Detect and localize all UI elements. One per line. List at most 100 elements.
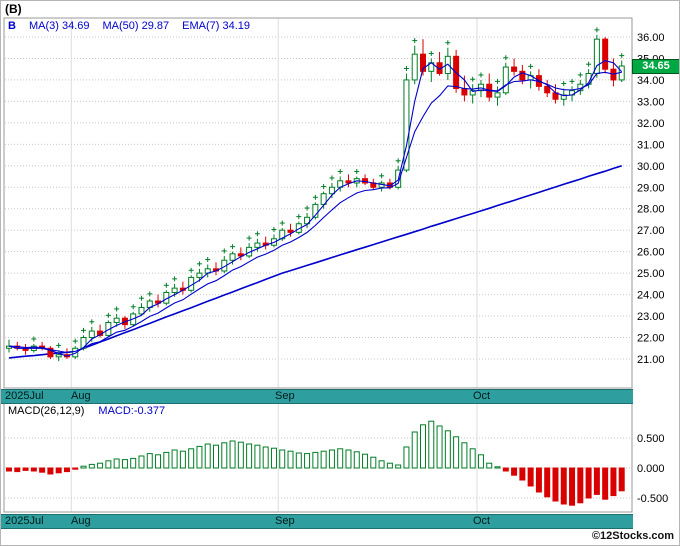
macd-bar-positive [246, 443, 253, 469]
macd-bar-negative [610, 467, 617, 497]
macd-bar-negative [519, 467, 526, 481]
macd-bar-positive [353, 451, 360, 469]
macd-bar-positive [204, 443, 211, 469]
macd-bar-negative [560, 467, 567, 505]
price-x-axis-band: 2025Jul Aug Sep Oct [1, 389, 633, 404]
macd-bar-positive [453, 436, 460, 469]
price-legend: B MA(3) 34.69 MA(50) 29.87 EMA(7) 34.19 [8, 20, 250, 32]
candle-body [279, 229, 286, 240]
macd-bar-positive [105, 460, 112, 469]
macd-tick-label: 0.000 [637, 463, 665, 475]
price-tick-label: 31.00 [637, 139, 665, 151]
candle-body [544, 85, 551, 94]
macd-bar-positive [494, 466, 501, 469]
macd-bar-positive [188, 448, 195, 469]
candle-body [196, 272, 203, 278]
candle-body [254, 242, 261, 248]
macd-value-label: MACD:-0.377 [98, 405, 166, 417]
macd-params-label: MACD(26,12,9) [8, 405, 85, 417]
macd-bar-positive [345, 449, 352, 469]
macd-bar-negative [22, 467, 29, 471]
macd-bar-positive [337, 448, 344, 469]
macd-bar-positive [486, 462, 493, 469]
macd-bar-positive [420, 424, 426, 469]
price-tick-label: 28.00 [637, 204, 665, 216]
macd-bar-positive [196, 445, 203, 469]
last-price-badge: 34.65 [632, 59, 679, 74]
macd-bar-negative [511, 467, 518, 476]
ema7-legend-label: EMA(7) 34.19 [182, 20, 251, 32]
price-tick-label: 22.00 [637, 333, 665, 345]
macd-bar-positive [88, 463, 95, 469]
macd-bar-negative [569, 467, 576, 506]
macd-bar-positive [113, 458, 120, 469]
candle-body [411, 53, 418, 81]
candle-body [55, 354, 62, 358]
macd-legend: MACD(26,12,9) MACD:-0.377 [8, 405, 165, 417]
macd-bar-negative [585, 467, 592, 499]
price-tick-label: 33.00 [637, 96, 665, 108]
macd-bar-positive [262, 446, 269, 469]
macd-tick-label: -0.500 [637, 493, 668, 505]
candle-body [312, 203, 319, 218]
macd-bar-positive [461, 442, 468, 469]
macd-bar-positive [477, 454, 484, 469]
macd-bar-positive [130, 457, 137, 469]
macd-bar-positive [362, 453, 369, 469]
macd-bar-negative [63, 467, 70, 473]
candle-body [461, 88, 468, 96]
price-tick-label: 34.00 [637, 75, 665, 87]
candle-body [88, 330, 95, 339]
macd-x-axis-band: 2025Jul Aug Sep Oct [1, 514, 633, 529]
candle-body [113, 317, 120, 323]
candle-body [403, 79, 410, 171]
x-tick-aug: Aug [71, 390, 91, 402]
macd-bar-positive [179, 450, 186, 469]
macd-bar-positive [403, 446, 410, 469]
macd-bar-positive [163, 451, 170, 469]
ticker-symbol-label: B [8, 20, 16, 32]
x-tick-oct: Oct [473, 390, 491, 402]
macd-bar-positive [146, 453, 153, 469]
copyright-link[interactable]: ©12Stocks.com [591, 530, 674, 542]
macd-bar-negative [55, 467, 62, 474]
price-tick-label: 24.00 [637, 290, 665, 302]
macd-bar-positive [295, 452, 302, 469]
macd-bar-negative [544, 467, 551, 498]
macd-bar-positive [155, 454, 162, 469]
candle-body [602, 38, 609, 70]
macd-bar-positive [97, 462, 104, 469]
x-tick-oct: Oct [473, 515, 491, 527]
macd-tick-label: 0.500 [637, 433, 665, 445]
candle-body [494, 92, 501, 98]
macd-bar-positive [444, 430, 451, 469]
price-tick-label: 23.00 [637, 311, 665, 323]
x-tick-sep: Sep [275, 515, 295, 527]
macd-bar-negative [602, 467, 609, 500]
macd-bar-positive [229, 440, 236, 469]
macd-bar-negative [618, 467, 625, 492]
candle-body [229, 253, 236, 261]
candle-body [502, 66, 509, 94]
macd-bar-negative [39, 467, 46, 473]
x-tick-sep: Sep [275, 390, 295, 402]
macd-bar-negative [593, 467, 600, 495]
macd-bar-positive [254, 444, 261, 469]
macd-bar-positive [213, 444, 219, 469]
candle-body [171, 287, 178, 293]
macd-bar-negative [72, 467, 79, 470]
macd-bar-positive [320, 450, 327, 469]
macd-bar-positive [304, 453, 311, 469]
price-tick-label: 21.00 [637, 354, 665, 366]
macd-bar-positive [287, 450, 294, 469]
ticker-title: (B) [5, 2, 22, 16]
macd-bar-positive [436, 425, 443, 469]
macd-bar-positive [270, 447, 277, 469]
macd-bar-negative [552, 467, 559, 502]
candle-body [72, 347, 79, 358]
price-tick-label: 29.00 [637, 182, 665, 194]
x-tick-aug: Aug [71, 515, 91, 527]
price-tick-label: 32.00 [637, 118, 665, 130]
